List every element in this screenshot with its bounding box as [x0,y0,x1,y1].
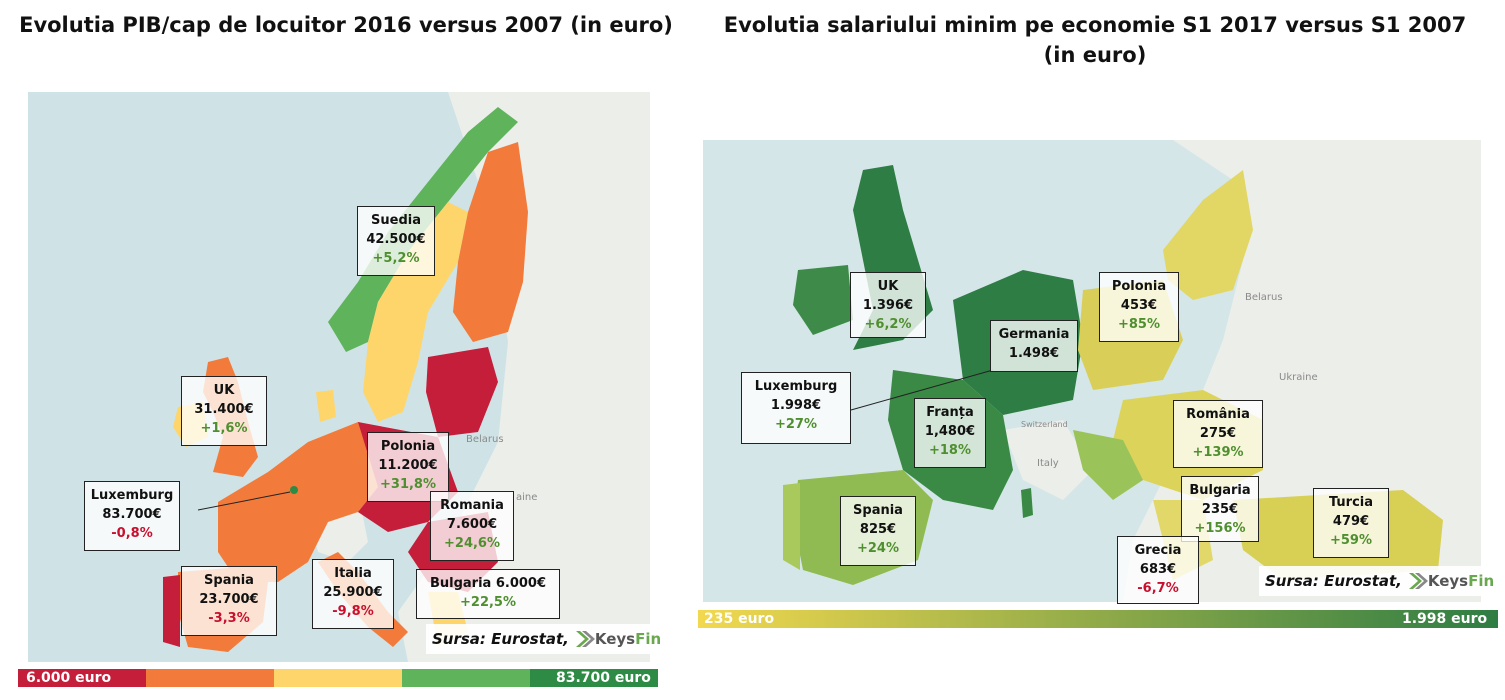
left-legend-max: 83.700 euro [556,670,651,686]
box-change: +85% [1117,317,1160,332]
box-change: +24,6% [444,536,500,551]
box-change: +6,2% [864,317,912,332]
left-box-italia: Italia 25.900€ -9,8% [312,559,394,629]
box-change: -9,8% [332,604,374,619]
box-value: 825€ [859,522,897,537]
box-value: 453€ [1120,298,1158,313]
legend-step [274,669,402,687]
box-country: Bulgaria 6.000€ [429,576,547,591]
box-value: 683€ [1139,562,1177,577]
box-value: 479€ [1332,514,1370,529]
box-change: +1,6% [200,421,248,436]
box-value: 1.396€ [862,298,914,313]
source-text: Sursa: Eurostat, [1265,572,1402,590]
legend-step [530,669,658,687]
left-basemap-label-belarus: Belarus [466,434,504,445]
box-change: +156% [1194,521,1246,536]
box-change: -0,8% [111,526,153,541]
box-value: 11.200€ [378,458,438,473]
left-box-romania: Romania 7.600€ +24,6% [430,491,514,561]
right-box-luxemburg: Luxemburg 1.998€ +27% [741,372,851,444]
right-box-germania: Germania 1.498€ [990,320,1078,372]
box-change: +22,5% [460,595,516,610]
box-value: 25.900€ [323,585,383,600]
right-box-franta: Franța 1,480€ +18% [914,398,986,468]
box-change: +31,8% [380,477,436,492]
right-box-romania: România 275€ +139% [1173,400,1263,468]
box-value: 1,480€ [924,424,976,439]
legend-gradient [698,610,1498,628]
box-country: Italia [334,566,372,581]
left-box-luxemburg: Luxemburg 83.700€ -0,8% [84,481,180,551]
box-change: +27% [774,417,817,432]
box-value: 23.700€ [199,592,259,607]
right-box-polonia: Polonia 453€ +85% [1099,272,1179,342]
right-box-spania: Spania 825€ +24% [840,496,916,566]
right-legend [698,610,1498,628]
box-value: 31.400€ [194,402,254,417]
box-value: 42.500€ [366,232,426,247]
right-basemap-label-ukraine: Ukraine [1279,372,1318,383]
box-country: Luxemburg [754,379,838,394]
left-source: Sursa: Eurostat, Keys Fin [426,624,668,654]
chevron-logo-icon [1408,573,1428,589]
box-country: Spania [853,503,903,518]
left-legend-min: 6.000 euro [26,670,112,686]
right-legend-min: 235 euro [704,611,775,627]
box-change: -6,7% [1137,581,1179,596]
box-country: Romania [440,498,504,513]
box-country: Polonia [1111,279,1167,294]
box-country: Luxemburg [90,488,174,503]
left-box-polonia: Polonia 11.200€ +31,8% [367,432,449,502]
box-country: Grecia [1134,543,1182,558]
box-change: +24% [856,541,899,556]
box-value: 1.998€ [770,398,822,413]
box-change: +139% [1192,445,1244,460]
box-country: Germania [998,327,1070,342]
right-title: Evolutia salariului minim pe economie S1… [723,13,1467,67]
box-country: UK [877,279,899,294]
box-value: 83.700€ [102,507,162,522]
right-basemap-label-switzerland: Switzerland [1021,420,1068,429]
box-change: -3,3% [208,611,250,626]
left-title: Evolutia PIB/cap de locuitor 2016 versus… [19,13,673,37]
left-basemap-label-ukraine: aine [516,492,538,503]
right-box-uk: UK 1.396€ +6,2% [850,272,926,338]
box-country: Franța [926,405,974,420]
box-value: 1.498€ [1008,346,1060,361]
right-basemap-label-italy: Italy [1037,458,1059,469]
chevron-logo-icon [575,631,595,647]
box-country: Spania [204,573,254,588]
right-legend-max: 1.998 euro [1402,611,1488,627]
right-source: Sursa: Eurostat, Keys Fin [1259,566,1501,596]
box-country: Bulgaria [1189,483,1251,498]
box-country: Turcia [1328,495,1374,510]
source-text: Sursa: Eurostat, [432,630,569,648]
box-value: 7.600€ [446,517,498,532]
box-change: +59% [1329,533,1372,548]
box-country: Polonia [380,439,436,454]
left-box-bulgaria: Bulgaria 6.000€ +22,5% [416,569,560,619]
right-box-grecia: Grecia 683€ -6,7% [1117,536,1199,604]
keysfin-logo: Keys Fin [573,628,661,650]
box-value: 275€ [1199,426,1237,441]
keysfin-logo: Keys Fin [1406,570,1494,592]
right-box-bulgaria: Bulgaria 235€ +156% [1181,476,1259,542]
box-change: +5,2% [372,251,420,266]
box-country: România [1186,407,1250,422]
box-value: 235€ [1201,502,1239,517]
box-country: UK [213,383,235,398]
box-change: +18% [928,443,971,458]
legend-step [146,669,274,687]
legend-step [18,669,146,687]
right-box-turcia: Turcia 479€ +59% [1313,488,1389,558]
legend-step [402,669,530,687]
left-box-spania: Spania 23.700€ -3,3% [181,566,277,636]
left-legend [18,669,658,687]
right-basemap-label-belarus: Belarus [1245,292,1283,303]
left-box-uk: UK 31.400€ +1,6% [181,376,267,446]
box-country: Suedia [371,213,421,228]
left-box-suedia: Suedia 42.500€ +5,2% [357,206,435,276]
